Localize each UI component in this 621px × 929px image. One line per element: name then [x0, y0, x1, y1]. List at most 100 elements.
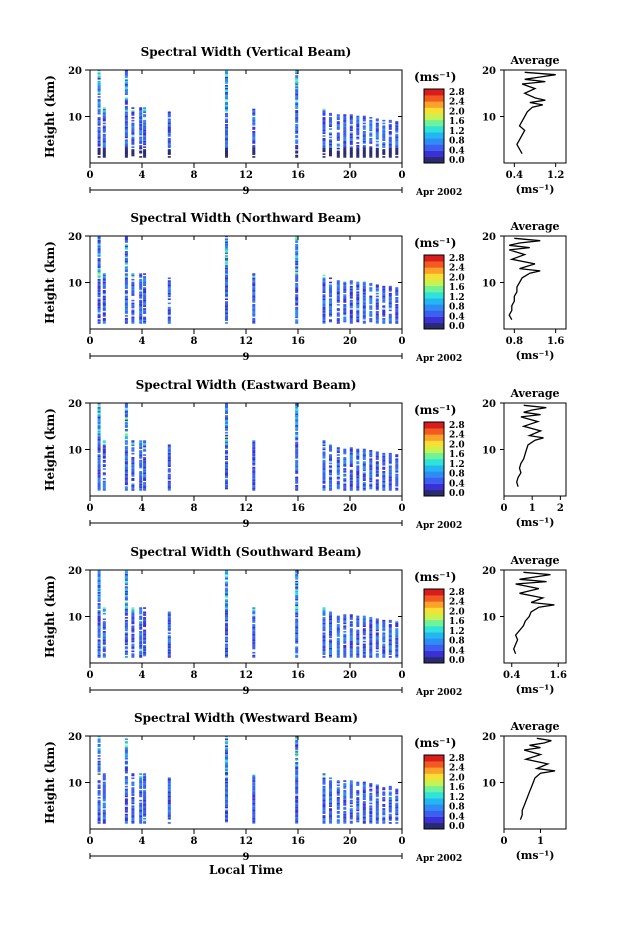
- heatmap-cell: [295, 316, 299, 319]
- heatmap-cell: [97, 316, 101, 319]
- heatmap-cell: [252, 144, 256, 147]
- heatmap-cell: [143, 791, 147, 794]
- heatmap-cell: [124, 443, 128, 445]
- heatmap-cell: [349, 295, 353, 298]
- heatmap-cell: [322, 470, 326, 473]
- heatmap-cell: [225, 429, 228, 431]
- heatmap-cell: [356, 301, 360, 303]
- heatmap-cell: [362, 317, 366, 320]
- heatmap-cell: [295, 103, 299, 105]
- heatmap-cell: [375, 801, 379, 803]
- heatmap-cell: [167, 635, 171, 637]
- heatmap-cell: [124, 608, 128, 611]
- heatmap-cell: [143, 612, 147, 615]
- heatmap-cell: [395, 636, 399, 639]
- heatmap-cell: [143, 278, 147, 281]
- heatmap-cell: [295, 464, 299, 466]
- heatmap-cell: [295, 591, 299, 594]
- heatmap-cell: [388, 791, 392, 794]
- heatmap-cell: [131, 608, 135, 611]
- heatmap-cell: [329, 795, 332, 798]
- heatmap-cell: [102, 805, 106, 807]
- heatmap-cell: [124, 320, 128, 323]
- heatmap-cell: [124, 248, 128, 250]
- heatmap-cell: [322, 281, 326, 284]
- heatmap-cell: [375, 468, 379, 470]
- heatmap-cell: [329, 644, 332, 647]
- heatmap-cell: [343, 142, 347, 144]
- heatmap-cell: [388, 297, 392, 299]
- heatmap-cell: [124, 741, 128, 743]
- heatmap-cell: [336, 301, 340, 303]
- heatmap-cell: [97, 624, 101, 626]
- heatmap-cell: [124, 239, 128, 242]
- heatmap-cell: [139, 654, 143, 657]
- heatmap-cell: [362, 644, 366, 647]
- heatmap-cell: [143, 476, 147, 479]
- heatmap-cell: [139, 812, 143, 814]
- heatmap-cell: [102, 820, 106, 823]
- heatmap-cell: [139, 128, 143, 130]
- heatmap-cell: [124, 479, 128, 481]
- heatmap-cell: [349, 647, 353, 650]
- heatmap-cell: [97, 632, 101, 635]
- heatmap-cell: [167, 313, 171, 316]
- heatmap-cell: [167, 614, 171, 616]
- heatmap-cell: [356, 792, 360, 795]
- heatmap-cell: [225, 788, 228, 791]
- panel-title: Spectral Width (Vertical Beam): [141, 45, 352, 59]
- heatmap-cell: [336, 480, 340, 483]
- heatmap-cell: [139, 450, 143, 452]
- heatmap-cell: [139, 636, 143, 639]
- heatmap-cell: [139, 650, 143, 653]
- heatmap-cell: [336, 135, 340, 137]
- heatmap-cell: [167, 126, 171, 129]
- heatmap-cell: [124, 151, 128, 154]
- heatmap-cell: [369, 808, 373, 810]
- heatmap-cell: [329, 305, 332, 307]
- heatmap-cell: [322, 440, 326, 442]
- heatmap-cell: [322, 315, 326, 317]
- heatmap-cell: [322, 475, 326, 477]
- heatmap-cell: [124, 653, 128, 655]
- heatmap-cell: [295, 96, 299, 98]
- heatmap-cell: [295, 798, 299, 801]
- heatmap-cell: [131, 154, 135, 157]
- heatmap-cell: [167, 632, 171, 635]
- heatmap-cell: [225, 313, 228, 316]
- heatmap-cell: [252, 142, 256, 144]
- heatmap-cell: [143, 809, 147, 812]
- heatmap-cell: [356, 618, 360, 621]
- heatmap-cell: [143, 787, 147, 789]
- heatmap-cell: [382, 654, 386, 657]
- heatmap-cell: [382, 464, 386, 466]
- heatmap-cell: [336, 283, 340, 285]
- heatmap-cell: [349, 649, 353, 651]
- heatmap-cell: [382, 144, 386, 147]
- colorbar-segment: [424, 156, 444, 164]
- heatmap-cell: [295, 477, 299, 480]
- heatmap-cell: [167, 486, 171, 488]
- heatmap-cell: [252, 654, 256, 657]
- heatmap-cell: [349, 146, 353, 148]
- heatmap-cell: [139, 777, 143, 780]
- heatmap-cell: [225, 436, 228, 438]
- heatmap-cell: [124, 780, 128, 782]
- heatmap-cell: [225, 440, 228, 442]
- heatmap-cell: [375, 822, 379, 824]
- heatmap-cell: [225, 121, 228, 123]
- heatmap-cell: [124, 629, 128, 632]
- x-tick-label: 8: [191, 503, 198, 514]
- heatmap-cell: [356, 121, 360, 123]
- heatmap-cell: [388, 319, 392, 321]
- panel-3: Spectral Width (Eastward Beam)2010Height…: [43, 378, 567, 531]
- heatmap-cell: [343, 294, 347, 296]
- heatmap-cell: [336, 291, 340, 294]
- heatmap-cell: [356, 482, 360, 484]
- heatmap-cell: [167, 629, 171, 632]
- heatmap-cell: [225, 805, 228, 807]
- heatmap-cell: [225, 792, 228, 795]
- heatmap-cell: [167, 143, 171, 146]
- heatmap-cell: [102, 773, 106, 775]
- heatmap-cell: [395, 788, 399, 791]
